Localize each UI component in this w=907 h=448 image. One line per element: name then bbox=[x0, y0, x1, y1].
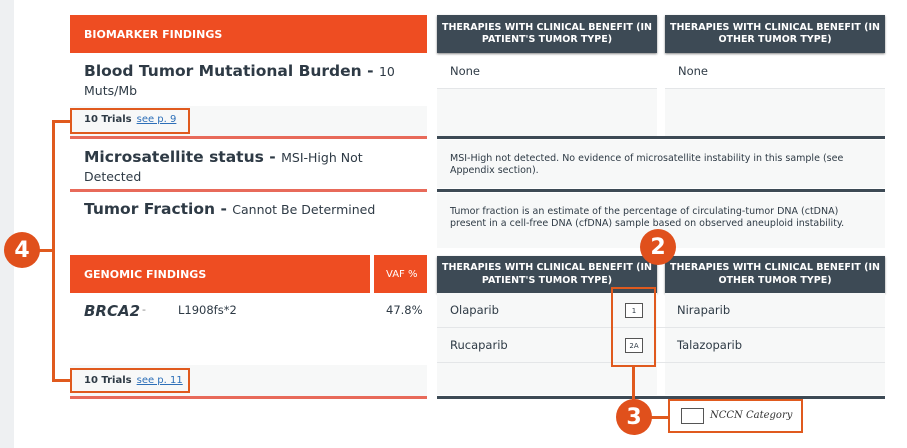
btmb-other-therapy: None bbox=[678, 64, 709, 78]
divider bbox=[70, 106, 427, 136]
divider bbox=[437, 88, 657, 89]
divider bbox=[665, 89, 885, 136]
divider bbox=[632, 366, 635, 418]
biomarker-therapy-other-header: THERAPIES WITH CLINICAL BENEFIT (IN OTHE… bbox=[665, 15, 885, 53]
annotation-box-trials-1 bbox=[70, 108, 190, 134]
divider bbox=[70, 189, 427, 192]
tumor-fraction-note: Tumor fraction is an estimate of the per… bbox=[450, 206, 845, 230]
biomarker-therapy-patient-header: THERAPIES WITH CLINICAL BENEFIT (IN PATI… bbox=[437, 15, 657, 53]
btmb-finding: Blood Tumor Mutational Burden - 10 Muts/… bbox=[84, 62, 395, 98]
biomarker-header: BIOMARKER FINDINGS bbox=[70, 15, 427, 53]
btmb-trials: 10 Trials see p. 9 bbox=[84, 114, 177, 125]
divider bbox=[437, 396, 885, 399]
divider bbox=[70, 365, 427, 396]
divider bbox=[437, 140, 885, 188]
genomic-therapy-other-header: THERAPIES WITH CLINICAL BENEFIT (IN OTHE… bbox=[665, 256, 885, 293]
divider bbox=[665, 293, 885, 395]
nccn-badge: 2A bbox=[625, 338, 643, 353]
divider bbox=[437, 293, 657, 395]
annotation-box-nccn-legend bbox=[668, 399, 803, 433]
divider bbox=[437, 327, 885, 328]
msi-note: MSI-High not detected. No evidence of mi… bbox=[450, 153, 844, 177]
left-margin bbox=[0, 0, 14, 448]
gene-name: BRCA2 bbox=[84, 302, 141, 320]
tumor-fraction-finding: Tumor Fraction - Cannot Be Determined bbox=[84, 200, 376, 218]
annotation-marker-2: 2 bbox=[640, 229, 676, 265]
genomic-trials: 10 Trials see p. 11 bbox=[84, 375, 183, 386]
other-therapy-niraparib: Niraparib bbox=[677, 303, 731, 317]
vaf-header: VAF % bbox=[374, 255, 427, 293]
btmb-trials-link[interactable]: see p. 9 bbox=[136, 114, 177, 125]
patient-therapy-olaparib: Olaparib bbox=[450, 303, 499, 317]
genomic-header: GENOMIC FINDINGS bbox=[70, 255, 370, 293]
divider bbox=[38, 249, 54, 252]
vaf-value: 47.8% bbox=[386, 303, 423, 317]
gene-dash: - bbox=[142, 303, 146, 316]
other-therapy-talazoparib: Talazoparib bbox=[677, 338, 743, 352]
annotation-box-trials-2 bbox=[70, 368, 190, 393]
divider bbox=[665, 88, 885, 89]
msi-finding: Microsatellite status - MSI-High Not Det… bbox=[84, 148, 363, 184]
nccn-badge: 1 bbox=[625, 303, 643, 318]
divider bbox=[52, 379, 70, 382]
genomic-trials-link[interactable]: see p. 11 bbox=[136, 375, 183, 386]
patient-therapy-rucaparib: Rucaparib bbox=[450, 338, 508, 352]
divider bbox=[437, 89, 657, 136]
divider bbox=[70, 136, 427, 139]
divider bbox=[70, 396, 427, 399]
nccn-legend-box bbox=[681, 408, 704, 424]
divider bbox=[437, 189, 885, 192]
btmb-patient-therapy: None bbox=[450, 64, 481, 78]
divider bbox=[437, 362, 885, 363]
annotation-box-nccn-badges bbox=[611, 287, 656, 367]
divider bbox=[640, 416, 668, 419]
divider bbox=[437, 136, 885, 139]
nccn-legend-label: NCCN Category bbox=[710, 410, 793, 421]
genomic-therapy-patient-header: THERAPIES WITH CLINICAL BENEFIT (IN PATI… bbox=[437, 256, 657, 293]
alteration: L1908fs*2 bbox=[178, 303, 237, 317]
divider bbox=[52, 120, 70, 123]
annotation-marker-3: 3 bbox=[616, 399, 652, 435]
annotation-marker-4: 4 bbox=[4, 232, 40, 268]
